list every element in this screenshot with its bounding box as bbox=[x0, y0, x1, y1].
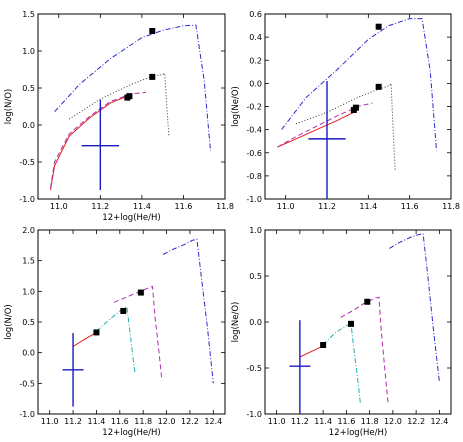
y-tick-label: 0.5 bbox=[249, 272, 262, 281]
axes-frame bbox=[37, 229, 226, 415]
y-tick-label: -1.0 bbox=[246, 195, 262, 204]
y-tick-label: 0.4 bbox=[249, 33, 262, 42]
series-line-4 bbox=[96, 305, 136, 373]
y-tick-label: 0.5 bbox=[22, 84, 35, 93]
series-line-1 bbox=[281, 18, 437, 151]
series-line-1 bbox=[389, 233, 440, 382]
y-tick-label: -0.2 bbox=[246, 103, 262, 112]
x-tick-label: 11.8 bbox=[134, 417, 152, 426]
x-tick-label: 12.0 bbox=[158, 417, 176, 426]
series-line-2 bbox=[295, 82, 396, 171]
x-tick-label: 11.0 bbox=[50, 202, 68, 211]
x-tick-label: 11.2 bbox=[91, 202, 109, 211]
x-tick-label: 11.6 bbox=[401, 202, 419, 211]
data-marker bbox=[320, 342, 327, 348]
x-tick-label: 12.0 bbox=[384, 417, 402, 426]
panel-1: 11.0 11.2 11.4 11.6 11.8 -1.0 -0.5 0.0 0.5 1.0 1.5… bbox=[4, 10, 234, 223]
axes-frame bbox=[264, 229, 452, 415]
y-tick-label: 1.0 bbox=[22, 47, 35, 56]
y-axis-label: log(Ne/O) bbox=[231, 302, 241, 343]
series-line-4 bbox=[322, 323, 361, 404]
y-tick-label: -0.5 bbox=[246, 364, 262, 373]
x-tick-label: 11.6 bbox=[111, 417, 129, 426]
data-marker bbox=[149, 28, 156, 35]
x-tick-label: 11.6 bbox=[175, 202, 193, 211]
series-line-3 bbox=[299, 345, 324, 358]
y-tick-label: -1.0 bbox=[246, 410, 262, 419]
y-axis-label: log(Ne/O) bbox=[231, 86, 241, 127]
x-tick-label: 11.4 bbox=[133, 202, 151, 211]
axes-frame bbox=[37, 13, 226, 200]
series-line-3 bbox=[72, 331, 97, 347]
data-marker bbox=[364, 298, 371, 305]
x-tick-label: 12.4 bbox=[430, 417, 448, 426]
y-tick-label: 0.0 bbox=[249, 318, 262, 327]
data-marker bbox=[120, 307, 127, 314]
x-tick-label: 11.8 bbox=[216, 202, 234, 211]
panel-4: 11.0 11.2 11.4 11.6 11.8 12.0 12.2 12.4 -1.0 -0.5… bbox=[231, 226, 452, 438]
x-tick-label: 11.8 bbox=[442, 202, 460, 211]
y-tick-label: 0.6 bbox=[249, 10, 262, 19]
y-tick-label: -0.8 bbox=[246, 172, 262, 181]
x-tick-label: 11.4 bbox=[314, 417, 332, 426]
x-tick-label: 11.4 bbox=[88, 417, 106, 426]
series-line-3 bbox=[277, 111, 355, 148]
data-marker bbox=[348, 320, 355, 327]
y-tick-label: 0.2 bbox=[249, 56, 262, 65]
y-tick-label: 1.0 bbox=[249, 226, 262, 235]
x-tick-label: 11.0 bbox=[41, 417, 59, 426]
x-tick-label: 11.8 bbox=[361, 417, 379, 426]
y-tick-label: -1.0 bbox=[19, 410, 35, 419]
x-tick-label: 11.4 bbox=[359, 202, 377, 211]
data-marker bbox=[137, 289, 144, 296]
x-axis-label: 12+log(He/H) bbox=[329, 428, 387, 438]
data-marker bbox=[149, 73, 156, 80]
x-tick-label: 12.2 bbox=[407, 417, 425, 426]
x-tick-label: 11.2 bbox=[318, 202, 336, 211]
y-tick-label: 1.5 bbox=[22, 10, 35, 19]
x-tick-label: 11.0 bbox=[268, 417, 286, 426]
x-tick-label: 12.2 bbox=[181, 417, 199, 426]
y-tick-label: -0.5 bbox=[19, 158, 35, 167]
series-line-1 bbox=[54, 24, 211, 151]
x-tick-label: 11.2 bbox=[64, 417, 82, 426]
y-tick-label: 2.0 bbox=[22, 226, 35, 235]
x-axis-label: 12+log(He/H) bbox=[102, 428, 160, 438]
y-tick-label: 1.5 bbox=[22, 257, 35, 266]
data-marker bbox=[375, 83, 382, 90]
y-tick-label: -1.0 bbox=[19, 195, 35, 204]
data-marker bbox=[124, 94, 131, 101]
data-marker bbox=[350, 106, 357, 113]
series-line-2 bbox=[340, 296, 389, 405]
x-axis-label: 12+log(He/H) bbox=[102, 213, 160, 223]
data-marker bbox=[375, 23, 382, 30]
x-tick-label: 11.0 bbox=[277, 202, 295, 211]
y-tick-label: -0.4 bbox=[246, 126, 262, 135]
panel-3: 11.0 11.2 11.4 11.6 11.8 12.0 12.2 12.4 -1.0 -0.5… bbox=[4, 226, 226, 438]
y-tick-label: 0.5 bbox=[22, 318, 35, 327]
series-line-3 bbox=[50, 95, 128, 191]
series-line-2 bbox=[68, 72, 170, 137]
y-tick-label: 0.0 bbox=[22, 121, 35, 130]
series-line-2 bbox=[113, 285, 163, 381]
x-tick-label: 11.6 bbox=[337, 417, 355, 426]
y-axis-label: log(N/O) bbox=[4, 89, 14, 125]
y-tick-label: 0.0 bbox=[249, 79, 262, 88]
y-tick-label: 1.0 bbox=[22, 287, 35, 296]
x-tick-label: 12.4 bbox=[204, 417, 222, 426]
x-tick-label: 11.2 bbox=[291, 417, 309, 426]
y-tick-label: -0.6 bbox=[246, 149, 262, 158]
y-tick-label: 0.0 bbox=[22, 349, 35, 358]
y-axis-label: log(N/O) bbox=[4, 304, 14, 340]
series-line-4 bbox=[50, 91, 147, 188]
data-marker bbox=[93, 329, 100, 336]
series-line-1 bbox=[162, 238, 214, 384]
panel-2: 11.0 11.2 11.4 11.6 11.8 -1.0 -0.8 -0.6 -0.4 -0.2… bbox=[231, 10, 460, 211]
y-tick-label: -0.5 bbox=[19, 379, 35, 388]
